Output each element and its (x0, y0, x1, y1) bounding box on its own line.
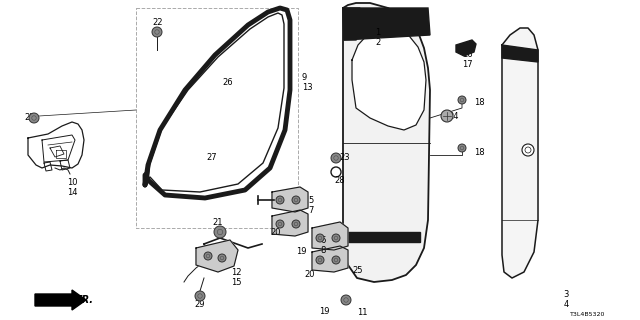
Circle shape (195, 291, 205, 301)
Text: 10
14: 10 14 (67, 178, 77, 197)
Polygon shape (502, 28, 538, 278)
Polygon shape (502, 45, 538, 62)
Polygon shape (343, 3, 430, 282)
Circle shape (214, 226, 226, 238)
Polygon shape (456, 40, 476, 56)
Text: 18: 18 (474, 98, 484, 107)
Circle shape (204, 252, 212, 260)
Circle shape (292, 220, 300, 228)
Text: 21: 21 (212, 218, 223, 227)
Polygon shape (343, 8, 360, 40)
Polygon shape (196, 240, 238, 272)
Circle shape (341, 295, 351, 305)
Text: 3
4: 3 4 (563, 290, 569, 309)
Text: 5
7: 5 7 (308, 196, 314, 215)
Text: FR.: FR. (76, 295, 94, 305)
Text: 19: 19 (296, 247, 307, 256)
Text: 28: 28 (334, 176, 344, 185)
Circle shape (332, 234, 340, 242)
Text: 18: 18 (474, 148, 484, 157)
Circle shape (152, 27, 162, 37)
Text: T3L4B5320: T3L4B5320 (570, 312, 605, 317)
Text: 23: 23 (339, 153, 349, 162)
Polygon shape (272, 210, 308, 236)
Polygon shape (343, 8, 430, 40)
Text: 1
2: 1 2 (376, 28, 381, 47)
Text: 12
15: 12 15 (231, 268, 241, 287)
Text: 24: 24 (448, 112, 458, 121)
Circle shape (458, 144, 466, 152)
Polygon shape (352, 22, 426, 130)
Circle shape (316, 256, 324, 264)
Text: 6
8: 6 8 (320, 236, 325, 255)
Circle shape (331, 167, 341, 177)
Circle shape (29, 113, 39, 123)
Polygon shape (272, 187, 308, 212)
Circle shape (522, 144, 534, 156)
Circle shape (292, 196, 300, 204)
Text: 29: 29 (195, 300, 205, 309)
Text: 22: 22 (24, 113, 35, 122)
Text: 11: 11 (356, 308, 367, 317)
Circle shape (332, 256, 340, 264)
Polygon shape (312, 222, 348, 250)
Circle shape (331, 153, 341, 163)
Text: 19: 19 (319, 307, 329, 316)
Polygon shape (28, 122, 84, 168)
Polygon shape (35, 290, 86, 310)
Circle shape (441, 110, 453, 122)
Circle shape (276, 220, 284, 228)
Text: 25: 25 (352, 266, 362, 275)
Circle shape (218, 254, 226, 262)
Text: 20: 20 (305, 270, 316, 279)
Polygon shape (312, 246, 348, 272)
Circle shape (316, 234, 324, 242)
Circle shape (276, 196, 284, 204)
Text: 9
13: 9 13 (302, 73, 312, 92)
Text: 26: 26 (222, 78, 232, 87)
Circle shape (458, 96, 466, 104)
Polygon shape (343, 232, 420, 242)
Text: 20: 20 (270, 228, 280, 237)
Text: 27: 27 (206, 153, 216, 162)
Text: 16
17: 16 17 (462, 50, 472, 69)
Text: 22: 22 (153, 18, 163, 27)
